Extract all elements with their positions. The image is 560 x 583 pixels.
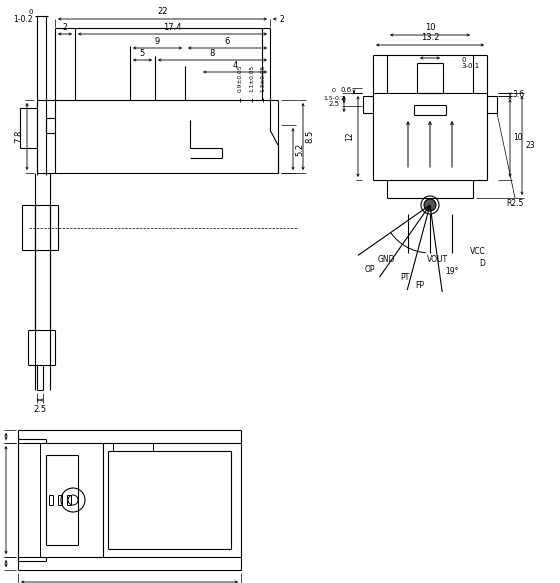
Text: 0: 0 xyxy=(332,87,336,93)
Circle shape xyxy=(424,199,436,211)
Text: 12: 12 xyxy=(346,132,354,141)
Text: 7.8: 7.8 xyxy=(15,130,24,143)
Text: 1-0.2: 1-0.2 xyxy=(13,15,33,23)
Text: GND: GND xyxy=(377,255,395,264)
Text: 5: 5 xyxy=(140,50,145,58)
Text: R2.5: R2.5 xyxy=(506,198,524,208)
Text: 2: 2 xyxy=(280,15,284,23)
Text: 23: 23 xyxy=(525,141,535,150)
Text: 8.5: 8.5 xyxy=(306,130,315,143)
Text: 22: 22 xyxy=(157,8,168,16)
Text: PT: PT xyxy=(400,272,409,282)
Text: 1.1±0.05: 1.1±0.05 xyxy=(250,64,254,92)
Text: 1.4: 1.4 xyxy=(0,430,2,443)
Text: 3-0.1: 3-0.1 xyxy=(461,63,479,69)
Text: 2.5: 2.5 xyxy=(34,405,46,413)
Text: 9: 9 xyxy=(155,37,160,47)
Text: 10: 10 xyxy=(424,23,435,33)
Text: 4: 4 xyxy=(232,61,237,71)
Text: 0.6: 0.6 xyxy=(340,87,352,93)
Text: VOUT: VOUT xyxy=(427,255,448,264)
Text: 0: 0 xyxy=(461,57,465,63)
Text: OP: OP xyxy=(365,265,375,275)
Text: 2.5: 2.5 xyxy=(329,101,339,107)
Text: VCC: VCC xyxy=(470,247,486,255)
Text: 3.6: 3.6 xyxy=(512,90,524,99)
Text: 2: 2 xyxy=(63,23,67,33)
Text: 19°: 19° xyxy=(445,266,459,276)
Text: 0.9±0.05: 0.9±0.05 xyxy=(237,64,242,92)
Text: 13.2: 13.2 xyxy=(421,33,439,43)
Text: 12: 12 xyxy=(0,495,2,505)
Text: 10: 10 xyxy=(513,134,523,142)
Text: D: D xyxy=(479,258,485,268)
Text: 8: 8 xyxy=(210,50,215,58)
Text: 1.5-0.2: 1.5-0.2 xyxy=(323,96,345,100)
Text: 1.3±0.05: 1.3±0.05 xyxy=(260,64,265,92)
Text: 1.4: 1.4 xyxy=(0,557,2,570)
Text: 0: 0 xyxy=(29,9,33,15)
Text: FP: FP xyxy=(416,280,424,290)
Text: 17.4: 17.4 xyxy=(164,23,182,31)
Text: 6: 6 xyxy=(225,37,230,47)
Text: 5.2: 5.2 xyxy=(296,142,305,156)
